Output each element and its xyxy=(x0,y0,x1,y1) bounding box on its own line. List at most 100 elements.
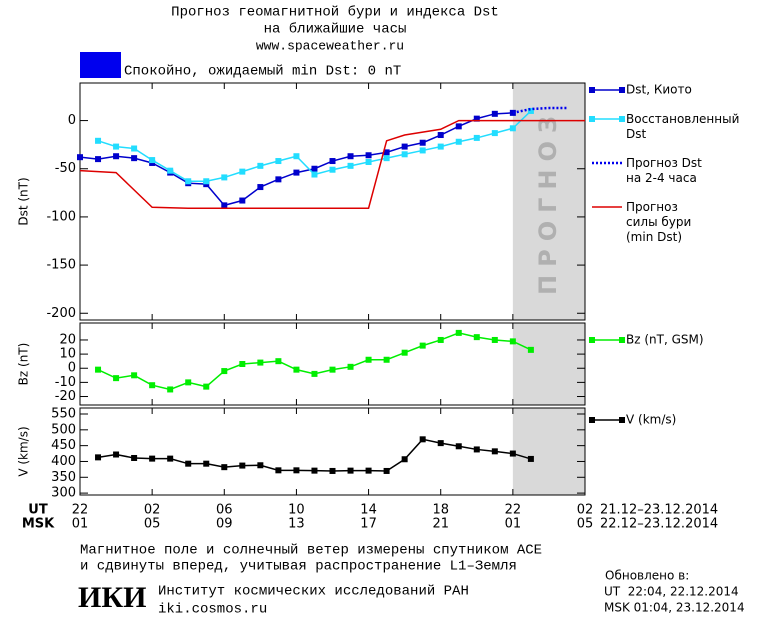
point xyxy=(131,454,138,461)
point xyxy=(383,155,390,162)
point xyxy=(149,455,156,462)
point xyxy=(419,342,426,349)
point xyxy=(311,370,318,377)
x-tick-label: 21 xyxy=(432,517,449,532)
point xyxy=(239,462,246,469)
y-tick-label: 500 xyxy=(51,422,76,437)
point xyxy=(221,464,228,471)
x-tick-label: 05 xyxy=(577,517,594,532)
point xyxy=(239,361,246,367)
title-line: на ближайшие часы xyxy=(264,21,407,38)
y-tick-label: -150 xyxy=(46,258,76,273)
x-tick-label: 09 xyxy=(216,517,233,532)
point xyxy=(491,110,498,117)
point xyxy=(275,176,282,183)
point xyxy=(329,467,336,474)
legend-marker xyxy=(589,116,595,122)
point xyxy=(311,467,318,474)
series-line xyxy=(79,119,585,209)
point xyxy=(257,462,264,469)
point xyxy=(311,171,318,178)
point xyxy=(455,138,462,145)
point xyxy=(293,169,300,176)
point xyxy=(455,443,462,450)
note-line: и сдвинуты вперед, учитывая распростране… xyxy=(80,559,517,575)
point xyxy=(95,366,102,373)
point xyxy=(491,130,498,137)
institute: Институт космических исследований РАН xyxy=(158,583,469,600)
point xyxy=(239,197,246,204)
point xyxy=(275,467,282,474)
x-tick-label: 01 xyxy=(505,517,522,532)
y-tick-label: -100 xyxy=(46,209,76,224)
point xyxy=(365,356,372,363)
y-tick-label: 450 xyxy=(51,438,76,453)
point xyxy=(203,383,210,390)
point xyxy=(347,162,354,169)
y-tick-label: -10 xyxy=(55,375,76,390)
note-line: Магнитное поле и солнечный ветер измерен… xyxy=(80,542,542,559)
y-axis-label: Dst (nT) xyxy=(17,177,31,225)
point xyxy=(383,356,390,363)
y-axis-label: V (km/s) xyxy=(17,426,31,476)
series-line xyxy=(97,438,532,472)
point xyxy=(509,450,516,457)
point xyxy=(329,166,336,173)
x-tick-label: 13 xyxy=(288,517,305,532)
y-tick-label: 550 xyxy=(51,407,76,422)
point xyxy=(527,346,534,353)
point xyxy=(383,149,390,156)
point xyxy=(257,162,264,169)
legend-label: Bz (nT, GSM) xyxy=(626,333,704,347)
legend-label: Прогноз силы бури (min Dst) xyxy=(626,200,691,244)
point xyxy=(455,123,462,130)
title-line: Прогноз геомагнитной бури и индекса Dst xyxy=(171,4,499,21)
point xyxy=(329,366,336,373)
point xyxy=(239,168,246,175)
legend-label: V (km/s) xyxy=(626,413,676,427)
point xyxy=(95,454,102,461)
x-row-range: 21.12–23.12.2014 xyxy=(600,503,718,518)
point xyxy=(203,178,210,185)
x-tick-label: 22 xyxy=(505,503,522,518)
point xyxy=(167,455,174,462)
forecast-region xyxy=(512,323,585,405)
point xyxy=(221,202,228,209)
legend-marker xyxy=(589,337,595,343)
series-line xyxy=(97,332,532,391)
x-tick-label: 05 xyxy=(144,517,161,532)
point xyxy=(437,143,444,150)
y-tick-label: -50 xyxy=(55,161,76,176)
legend-marker xyxy=(619,337,625,343)
forecast-region xyxy=(512,408,585,495)
status-box xyxy=(80,52,121,78)
legend-marker xyxy=(619,87,625,93)
legend-label: Прогноз Dst на 2-4 часа xyxy=(626,156,702,185)
point xyxy=(419,139,426,146)
y-tick-label: 300 xyxy=(51,486,76,501)
point xyxy=(437,132,444,139)
point xyxy=(473,134,480,141)
forecast-label: ПРОГНОЗ xyxy=(534,108,562,295)
y-tick-label: 10 xyxy=(59,347,76,362)
point xyxy=(347,153,354,160)
point xyxy=(383,467,390,474)
updated-line: MSK 01:04, 23.12.2014 xyxy=(604,601,745,615)
point xyxy=(185,379,192,386)
x-tick-label: 10 xyxy=(288,503,305,518)
point xyxy=(149,157,156,164)
point xyxy=(113,375,120,382)
point xyxy=(347,363,354,370)
point xyxy=(221,174,228,181)
point xyxy=(221,368,228,375)
y-tick-label: 0 xyxy=(68,361,76,376)
point xyxy=(311,165,318,172)
x-tick-label: 02 xyxy=(144,503,161,518)
legend-marker xyxy=(589,417,595,423)
point xyxy=(527,107,534,114)
point xyxy=(365,159,372,165)
updated-title: Обновлено в: xyxy=(605,569,689,583)
x-tick-label: 22 xyxy=(72,503,89,518)
x-tick-label: 02 xyxy=(577,503,594,518)
y-tick-label: 400 xyxy=(51,454,76,469)
